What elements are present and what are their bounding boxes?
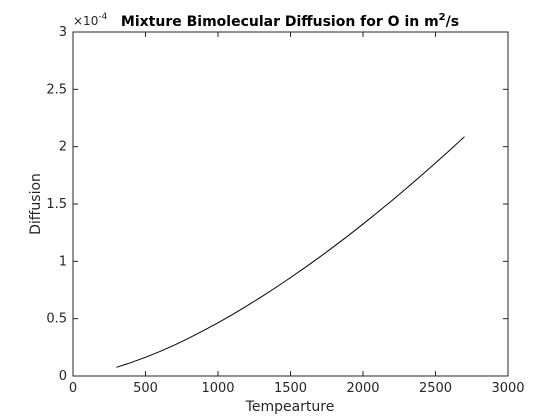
y-multiplier-base: ×10 [73, 14, 98, 28]
series-layer [116, 136, 465, 368]
x-tick-label: 1500 [274, 381, 307, 396]
y-tick-label: 0 [59, 369, 67, 384]
y-axis-multiplier: ×10-4 [73, 12, 108, 28]
y-axis-label: Diffusion [28, 173, 44, 235]
y-tick-label: 2 [59, 140, 67, 155]
chart-title-main: Mixture Bimolecular Diffusion for O in m [121, 14, 439, 30]
chart-title: Mixture Bimolecular Diffusion for O in m… [121, 12, 459, 30]
y-multiplier-exponent: -4 [98, 12, 107, 22]
chart-title-tail: /s [446, 14, 459, 30]
chart-title-superscript: 2 [439, 12, 446, 23]
y-tick-label: 1 [59, 254, 67, 269]
x-tick-label: 2000 [346, 381, 379, 396]
x-axis-label: Tempearture [245, 399, 335, 415]
y-tick-label: 1.5 [46, 197, 67, 212]
x-tick-label: 0 [69, 381, 77, 396]
x-tick-label: 1000 [201, 381, 234, 396]
y-tick-label: 0.5 [46, 312, 67, 327]
x-tick-label: 2500 [419, 381, 452, 396]
x-tick-label: 3000 [491, 381, 524, 396]
y-tick-label: 3 [59, 25, 67, 40]
x-tick-label: 500 [133, 381, 158, 396]
ticks-layer: 0 500 1000 1500 2000 2500 3000 0 0.5 1 1.5 2 2.5 3 [46, 25, 524, 396]
plot-area [73, 32, 508, 376]
series-line [116, 136, 465, 368]
y-tick-label: 2.5 [46, 82, 67, 97]
